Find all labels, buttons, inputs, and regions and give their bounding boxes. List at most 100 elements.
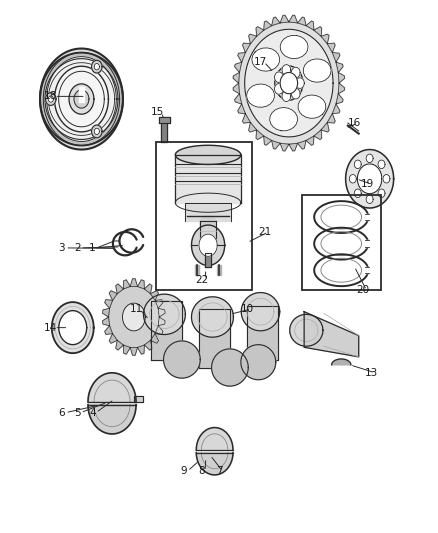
Text: 11: 11 [129, 304, 143, 314]
Text: 20: 20 [357, 286, 370, 295]
Polygon shape [88, 373, 136, 402]
Polygon shape [138, 345, 145, 354]
Polygon shape [150, 334, 159, 343]
Polygon shape [378, 160, 385, 168]
Text: 15: 15 [151, 107, 165, 117]
Polygon shape [314, 130, 321, 140]
Polygon shape [366, 154, 373, 163]
Polygon shape [205, 253, 211, 266]
Polygon shape [383, 174, 390, 183]
Polygon shape [327, 43, 335, 53]
Bar [155, 142, 252, 290]
Polygon shape [366, 195, 373, 204]
Polygon shape [40, 53, 123, 146]
Polygon shape [46, 93, 56, 106]
Polygon shape [243, 43, 251, 53]
Polygon shape [291, 88, 300, 99]
Polygon shape [102, 317, 110, 326]
Polygon shape [350, 174, 357, 183]
Polygon shape [52, 302, 94, 353]
Polygon shape [245, 29, 333, 137]
Polygon shape [297, 17, 306, 26]
Text: 13: 13 [365, 368, 378, 378]
Polygon shape [134, 395, 143, 402]
Polygon shape [199, 309, 230, 368]
Polygon shape [69, 84, 94, 114]
Polygon shape [241, 293, 280, 331]
Polygon shape [336, 62, 343, 72]
Text: 9: 9 [181, 466, 187, 476]
Polygon shape [92, 125, 102, 138]
Polygon shape [161, 123, 167, 142]
Polygon shape [40, 49, 123, 150]
Polygon shape [191, 297, 233, 337]
Polygon shape [378, 189, 385, 198]
Polygon shape [264, 136, 272, 146]
Polygon shape [357, 164, 382, 193]
Polygon shape [124, 280, 130, 289]
Text: 10: 10 [241, 304, 254, 314]
Polygon shape [88, 405, 136, 434]
Polygon shape [332, 104, 340, 114]
Bar [302, 195, 381, 290]
Text: 19: 19 [361, 179, 374, 189]
Polygon shape [155, 326, 163, 334]
Polygon shape [155, 300, 163, 308]
Text: 16: 16 [348, 118, 361, 128]
Polygon shape [321, 34, 329, 44]
Polygon shape [150, 290, 159, 300]
Polygon shape [92, 60, 102, 73]
Polygon shape [59, 311, 87, 345]
Polygon shape [196, 453, 233, 475]
Text: 3: 3 [59, 243, 65, 253]
Polygon shape [291, 67, 300, 78]
Polygon shape [159, 117, 170, 123]
Text: 4: 4 [89, 408, 95, 418]
Text: 17: 17 [254, 57, 267, 67]
Polygon shape [270, 108, 297, 131]
Text: 18: 18 [44, 91, 57, 101]
Polygon shape [338, 83, 345, 94]
Polygon shape [124, 345, 130, 354]
Polygon shape [306, 136, 314, 146]
Text: 5: 5 [74, 408, 81, 418]
Polygon shape [235, 62, 242, 72]
Polygon shape [296, 78, 304, 88]
Polygon shape [199, 234, 217, 256]
Polygon shape [336, 94, 343, 104]
Polygon shape [321, 123, 329, 132]
Polygon shape [275, 66, 303, 100]
Polygon shape [130, 279, 138, 286]
Polygon shape [79, 87, 84, 102]
Polygon shape [264, 21, 272, 30]
Polygon shape [282, 64, 291, 75]
Polygon shape [256, 27, 264, 36]
Polygon shape [354, 189, 361, 198]
Polygon shape [338, 72, 345, 83]
Polygon shape [109, 286, 159, 348]
Polygon shape [272, 17, 280, 26]
Polygon shape [249, 34, 257, 44]
Polygon shape [145, 284, 152, 294]
Polygon shape [74, 90, 89, 108]
Polygon shape [144, 294, 185, 335]
Polygon shape [130, 348, 138, 355]
Text: 22: 22 [195, 275, 208, 285]
Polygon shape [233, 72, 240, 83]
Polygon shape [217, 265, 221, 275]
Polygon shape [46, 56, 117, 141]
Polygon shape [249, 123, 257, 132]
Polygon shape [298, 95, 326, 118]
Polygon shape [346, 150, 394, 208]
Polygon shape [54, 66, 109, 132]
Polygon shape [354, 160, 361, 168]
Polygon shape [280, 72, 297, 94]
Polygon shape [200, 216, 216, 245]
Polygon shape [241, 345, 276, 379]
Polygon shape [272, 141, 280, 149]
Text: 6: 6 [59, 408, 65, 418]
Polygon shape [105, 300, 113, 308]
Polygon shape [247, 306, 278, 360]
Polygon shape [252, 48, 279, 71]
Polygon shape [238, 104, 245, 114]
